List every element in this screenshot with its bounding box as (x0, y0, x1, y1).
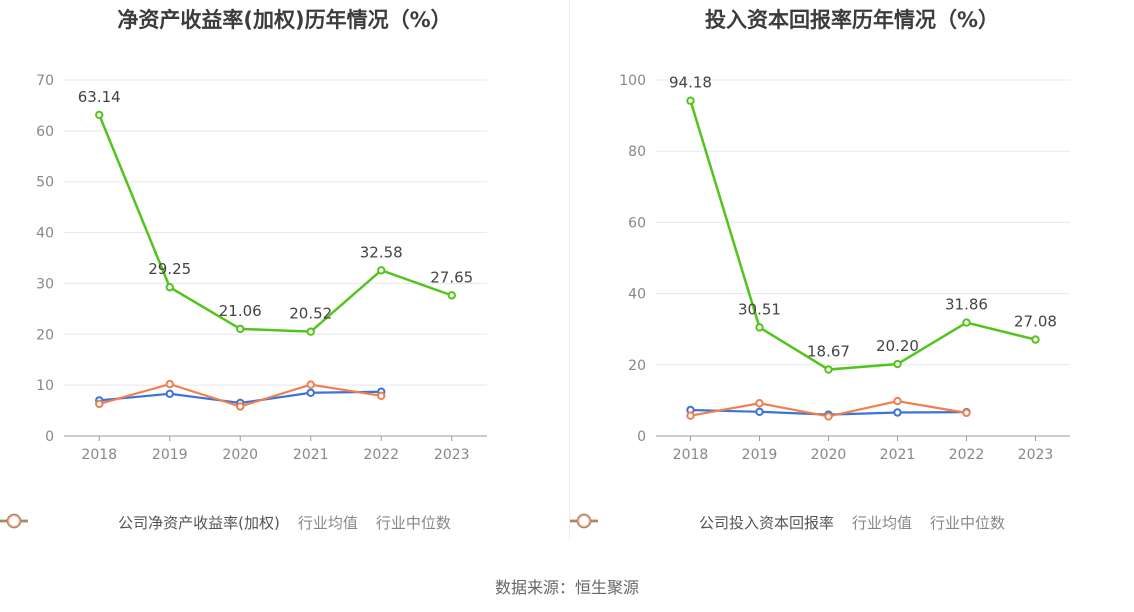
x-tick-label: 2022 (949, 447, 985, 463)
data-point (165, 283, 174, 292)
y-tick-label: 100 (619, 73, 646, 89)
x-tick-label: 2019 (742, 447, 778, 463)
data-label: 32.58 (360, 243, 403, 261)
data-point (893, 359, 902, 369)
data-point (236, 324, 245, 334)
legend-marker-icon (570, 513, 598, 529)
data-label: 30.51 (738, 300, 781, 318)
data-point (962, 408, 971, 418)
data-label: 31.86 (945, 296, 988, 314)
data-point (686, 411, 695, 420)
roe-chart: 净资产收益率(加权)历年情况（%） 0 10 20 30 40 50 60 70 2018 201… (0, 0, 569, 545)
data-label: 29.25 (148, 260, 191, 278)
data-point (306, 380, 315, 389)
data-label: 27.08 (1014, 313, 1057, 331)
legend-label: 行业均值 (297, 514, 358, 532)
legend-label: 公司投入资本回报率 (698, 514, 834, 532)
data-point (165, 379, 174, 389)
x-tick-label: 2023 (1018, 447, 1054, 463)
y-tick-label: 50 (36, 175, 54, 191)
chart-divider (569, 0, 570, 540)
legend-item[interactable]: 公司净资产收益率(加权) (0, 512, 280, 533)
data-point (686, 96, 695, 105)
data-label: 20.20 (876, 337, 919, 355)
data-point (447, 291, 456, 300)
y-tick-label: 80 (628, 144, 646, 160)
data-point (306, 327, 315, 336)
data-point (1031, 335, 1040, 344)
y-tick-label: 20 (36, 327, 54, 343)
legend-item[interactable]: 行业中位数 (0, 512, 451, 533)
x-tick-label: 2018 (81, 447, 117, 463)
data-point (165, 389, 174, 398)
legend-marker-icon (0, 513, 28, 529)
data-point (824, 412, 833, 421)
y-tick-label: 30 (36, 276, 54, 292)
data-point (95, 399, 104, 409)
data-label: 18.67 (807, 343, 850, 361)
legend-item[interactable]: 行业均值 (570, 512, 912, 533)
data-point (893, 408, 902, 417)
legend-label: 公司净资产收益率(加权) (118, 514, 280, 532)
roic-plot: 0 20 40 60 80 100 2018 2019 2020 2021 2022 2023 94.1… (619, 73, 1070, 463)
roe-legend: 公司净资产收益率(加权) 行业均值 行业中位数 (0, 512, 569, 533)
series-line (98, 114, 453, 333)
data-point (755, 407, 764, 416)
y-tick-label: 10 (36, 378, 54, 394)
x-tick-label: 2021 (293, 447, 329, 463)
data-point (755, 323, 764, 332)
data-point (377, 266, 386, 275)
x-tick-label: 2021 (880, 447, 916, 463)
data-point (962, 318, 971, 327)
legend-label: 行业中位数 (375, 514, 451, 532)
roe-plot: 0 10 20 30 40 50 60 70 2018 2019 2020 2021 2022 2023 6… (36, 73, 487, 463)
data-point (824, 365, 833, 374)
data-point (755, 399, 764, 408)
data-label: 27.65 (430, 268, 473, 286)
data-label: 94.18 (669, 74, 712, 92)
series-line (689, 100, 1036, 371)
x-tick-label: 2019 (152, 447, 188, 463)
y-tick-label: 20 (628, 358, 646, 374)
legend-item[interactable]: 公司投入资本回报率 (570, 512, 834, 533)
x-tick-label: 2020 (811, 447, 847, 463)
legend-label: 行业中位数 (930, 514, 1006, 532)
y-tick-label: 0 (45, 429, 54, 445)
chart-title: 投入资本回报率历年情况（%） (704, 8, 1000, 32)
y-tick-label: 40 (628, 287, 646, 303)
x-tick-label: 2023 (434, 447, 470, 463)
y-tick-label: 70 (36, 73, 54, 89)
y-tick-label: 60 (36, 124, 54, 140)
x-tick-label: 2020 (222, 447, 258, 463)
legend-item[interactable]: 行业中位数 (570, 512, 1006, 533)
y-tick-label: 0 (637, 429, 646, 445)
data-label: 21.06 (219, 302, 262, 320)
chart-title: 净资产收益率(加权)历年情况（%） (117, 8, 452, 32)
data-label: 63.14 (78, 88, 121, 106)
data-label: 20.52 (289, 305, 332, 323)
x-tick-label: 2022 (363, 447, 399, 463)
y-tick-label: 60 (628, 215, 646, 231)
legend-item[interactable]: 行业均值 (0, 512, 358, 533)
data-point (236, 402, 245, 411)
roic-legend: 公司投入资本回报率 行业均值 行业中位数 (570, 512, 1134, 533)
roic-chart: 投入资本回报率历年情况（%） 0 20 40 60 80 100 2018 2019 2020 2… (570, 0, 1134, 545)
data-point (893, 396, 902, 406)
data-point (377, 391, 386, 401)
y-tick-label: 40 (36, 226, 54, 242)
data-source-note: 数据来源：恒生聚源 (494, 578, 639, 597)
data-point (95, 110, 104, 120)
x-tick-label: 2018 (673, 447, 709, 463)
data-point (306, 388, 315, 397)
legend-label: 行业均值 (851, 514, 912, 532)
